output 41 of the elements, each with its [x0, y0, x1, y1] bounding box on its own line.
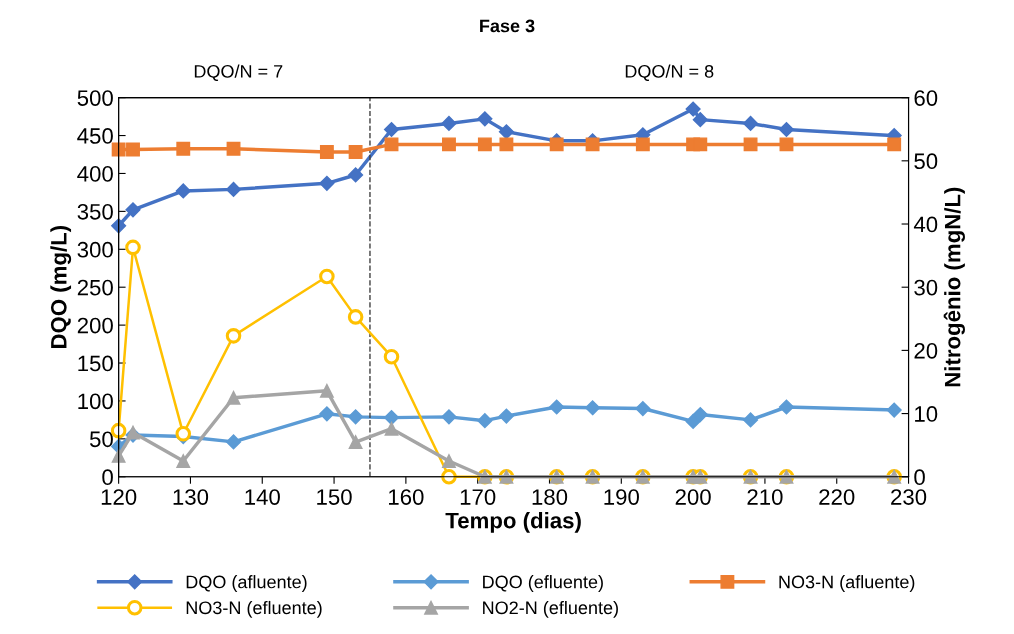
- x-tick-label: 200: [675, 489, 711, 505]
- text: DQO/N = 8: [625, 64, 714, 81]
- y-tick-label: 450: [77, 128, 113, 144]
- y-tick-label: 150: [78, 355, 113, 372]
- x-axis-title: Tempo (dias): [445, 512, 581, 533]
- x-tick-label: 120: [101, 489, 137, 505]
- x-tick-label: 220: [819, 489, 855, 505]
- x-tick-label: 160: [389, 489, 424, 505]
- x-tick-label: 190: [604, 489, 639, 505]
- legend-label: NO3-N (afluente): [779, 575, 915, 592]
- y-tick-label: 300: [77, 241, 113, 258]
- y-axis-title: DQO (mg/L): [50, 225, 72, 349]
- x-tick-label: 150: [317, 489, 352, 505]
- y2-tick-label: 50: [914, 153, 938, 170]
- y2-axis-title: Nitrogênio (mgN/L): [943, 187, 965, 387]
- y-tick-label: 0: [102, 469, 113, 486]
- legend-label: NO3-N (efluente): [186, 600, 322, 618]
- y-tick-label: 350: [77, 203, 113, 220]
- x-tick-label: 170: [460, 489, 496, 505]
- y-tick-label: 500: [77, 90, 113, 106]
- legend-label: DQO (afluente): [186, 575, 307, 592]
- x-tick-label: 180: [532, 489, 568, 505]
- legend-label: DQO (efluente): [483, 575, 603, 592]
- y-tick-label: 400: [77, 166, 113, 182]
- text: DQO/N = 7: [194, 64, 283, 81]
- x-tick-label: 210: [747, 489, 783, 505]
- y-tick-label: 50: [89, 431, 113, 448]
- x-tick-label: 230: [891, 489, 927, 505]
- x-tick-label: 130: [173, 489, 209, 505]
- y2-tick-label: 0: [914, 469, 925, 486]
- y-tick-label: 200: [77, 317, 113, 334]
- chart-title: Fase 3: [480, 19, 535, 33]
- x-tick-label: 140: [245, 489, 280, 505]
- y2-tick-label: 40: [913, 216, 938, 233]
- y-tick-label: 250: [77, 279, 113, 296]
- y2-tick-label: 30: [914, 279, 938, 296]
- y2-tick-label: 10: [915, 406, 938, 422]
- y-tick-label: 100: [78, 393, 113, 410]
- y2-tick-label: 20: [914, 342, 938, 359]
- legend-label: NO2-N (efluente): [483, 600, 618, 618]
- y2-tick-label: 60: [914, 90, 938, 106]
